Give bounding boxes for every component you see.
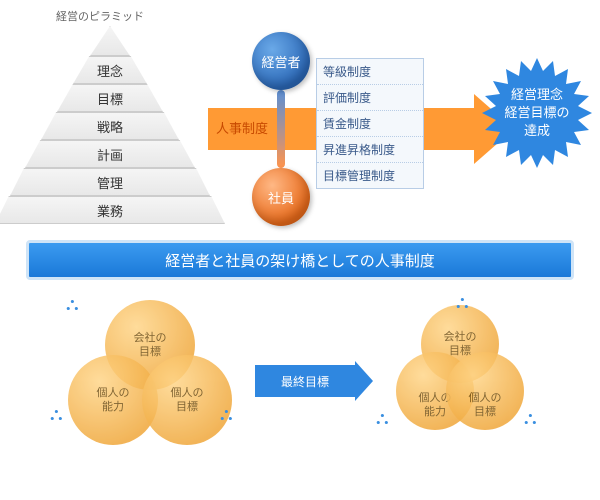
- bridge-connector: [277, 90, 285, 168]
- hr-system-diagram: 経営のピラミッド 理念 目標 戦略 計画 管理 業務 人事制度 経営者 社員 等…: [0, 0, 600, 500]
- sparkle-icon: ⛬: [376, 408, 386, 429]
- pyramid-level: 目標: [57, 84, 163, 112]
- venn-individual-goal: 個人の目標: [142, 355, 232, 445]
- pyramid: 理念 目標 戦略 計画 管理 業務: [10, 26, 210, 221]
- pyramid-level: 戦略: [41, 112, 179, 140]
- sparkle-icon: ⛬: [524, 408, 534, 429]
- venn-after: 会社の目標 個人の能力 個人の目標 ⛬ ⛬ ⛬: [370, 300, 550, 440]
- pyramid-level: 業務: [0, 196, 225, 224]
- final-goal-arrow: 最終目標: [255, 365, 355, 397]
- system-item: 昇進昇格制度: [317, 137, 423, 163]
- pyramid-apex: [90, 26, 130, 56]
- summary-banner: 経営者と社員の架け橋としての人事制度: [26, 240, 574, 280]
- pyramid-level: 管理: [10, 168, 210, 196]
- management-circle: 経営者: [252, 32, 310, 90]
- venn-before: 会社の目標 個人の能力 個人の目標 ⛬ ⛬ ⛬: [60, 300, 240, 440]
- pyramid-level: 計画: [25, 140, 195, 168]
- employee-circle: 社員: [252, 168, 310, 226]
- system-item: 賃金制度: [317, 111, 423, 137]
- venn-individual-goal: 個人の目標: [446, 352, 524, 430]
- pyramid-level: 理念: [73, 56, 147, 84]
- pyramid-title: 経営のピラミッド: [56, 8, 144, 24]
- hr-system-label: 人事制度: [216, 118, 268, 137]
- starburst-text: 経営理念 経営目標の 達成: [504, 86, 569, 141]
- system-item: 目標管理制度: [317, 163, 423, 188]
- sparkle-icon: ⛬: [220, 404, 230, 425]
- system-item: 等級制度: [317, 59, 423, 85]
- sparkle-icon: ⛬: [66, 294, 76, 315]
- sparkle-icon: ⛬: [50, 404, 60, 425]
- sparkle-icon: ⛬: [456, 292, 466, 313]
- hr-systems-list: 等級制度 評価制度 賃金制度 昇進昇格制度 目標管理制度: [316, 58, 424, 189]
- system-item: 評価制度: [317, 85, 423, 111]
- achievement-starburst: 経営理念 経営目標の 達成: [482, 58, 592, 168]
